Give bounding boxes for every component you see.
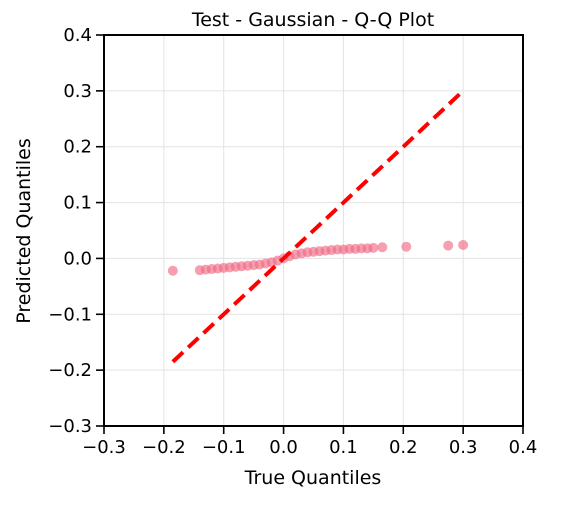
plot-frame	[103, 34, 524, 427]
y-tick-label: 0.0	[63, 248, 92, 269]
chart-title: Test - Gaussian - Q-Q Plot	[191, 9, 434, 31]
y-tick-label: 0.3	[63, 81, 92, 102]
y-axis-label: Predicted Quantiles	[13, 138, 35, 324]
data-point	[401, 241, 412, 252]
data-point	[443, 240, 454, 251]
y-tick-label: −0.3	[48, 416, 92, 437]
data-point	[458, 240, 469, 251]
data-point	[368, 242, 379, 253]
y-axis-ticks: −0.3 −0.2 −0.1 0.0 0.1 0.2 0.3 0.4	[48, 25, 104, 437]
data-point	[167, 265, 178, 276]
x-tick-label: −0.3	[82, 437, 126, 458]
grid-lines	[103, 34, 524, 427]
x-tick-label: −0.2	[142, 437, 186, 458]
reference-line-group	[171, 89, 465, 364]
x-tick-label: 0.2	[389, 437, 418, 458]
y-tick-label: −0.1	[48, 304, 92, 325]
x-tick-label: 0.4	[509, 437, 538, 458]
x-axis-ticks: −0.3 −0.2 −0.1 0.0 0.1 0.2 0.3 0.4	[82, 426, 537, 458]
x-axis-label: True Quantiles	[244, 467, 382, 489]
data-points	[167, 240, 469, 276]
x-tick-label: −0.1	[202, 437, 246, 458]
x-tick-label: 0.1	[329, 437, 358, 458]
reference-line	[171, 89, 465, 364]
y-tick-label: 0.2	[63, 137, 92, 158]
y-tick-label: 0.4	[63, 25, 92, 46]
data-point	[377, 242, 388, 253]
y-tick-label: −0.2	[48, 360, 92, 381]
x-tick-label: 0.3	[449, 437, 478, 458]
y-tick-label: 0.1	[63, 193, 92, 214]
x-tick-label: 0.0	[269, 437, 298, 458]
